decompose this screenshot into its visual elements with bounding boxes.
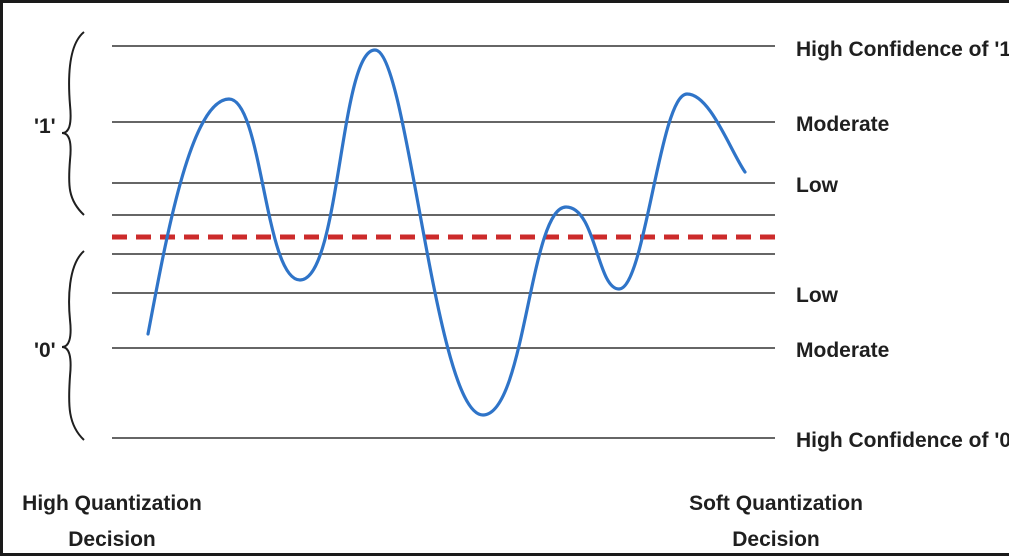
group-label-one: '1' bbox=[34, 115, 56, 138]
label-low-one: Low bbox=[796, 174, 839, 197]
label-high-confidence-zero: High Confidence of '0' bbox=[796, 429, 1009, 452]
brace-zero bbox=[61, 250, 85, 441]
caption-soft-quantization-line2: Decision bbox=[732, 528, 820, 551]
label-low-zero: Low bbox=[796, 284, 839, 307]
caption-high-quantization-line2: Decision bbox=[68, 528, 156, 551]
caption-soft-quantization-line1: Soft Quantization bbox=[689, 492, 863, 515]
brace-one bbox=[61, 31, 85, 216]
signal-waveform bbox=[146, 48, 747, 417]
label-high-confidence-one: High Confidence of '1' bbox=[796, 38, 1009, 61]
level-lines bbox=[112, 45, 775, 439]
label-moderate-one: Moderate bbox=[796, 113, 889, 136]
label-moderate-zero: Moderate bbox=[796, 339, 889, 362]
caption-high-quantization-line1: High Quantization bbox=[22, 492, 202, 515]
group-label-zero: '0' bbox=[34, 339, 56, 362]
